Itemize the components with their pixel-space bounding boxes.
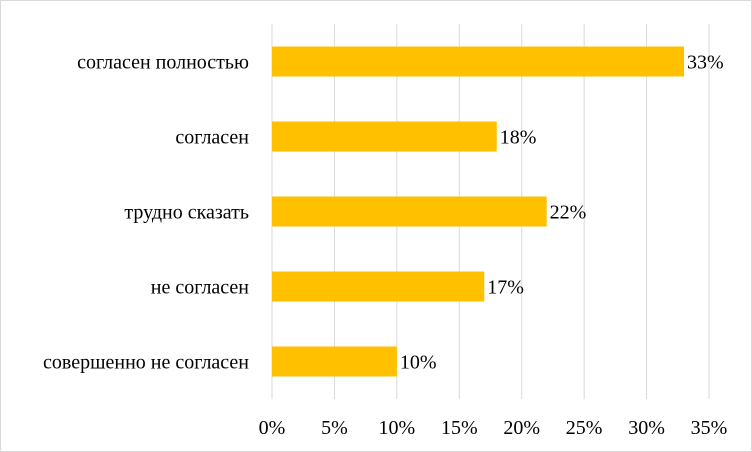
x-tick-label: 35% (691, 417, 728, 439)
x-axis-tick-labels: 0% 5% 10% 15% 20% 25% 30% 35% (259, 417, 728, 439)
bar (272, 271, 485, 302)
category-label: согласен (175, 127, 249, 149)
value-label: 22% (550, 202, 587, 224)
bars (272, 46, 685, 377)
category-label: трудно сказать (124, 202, 249, 224)
bar (272, 121, 497, 152)
x-tick-label: 15% (441, 417, 478, 439)
value-labels: 33% 18% 22% 17% 10% (400, 52, 724, 374)
x-tick-label: 0% (259, 417, 286, 439)
value-label: 17% (487, 277, 524, 299)
x-tick-label: 5% (321, 417, 348, 439)
value-label: 10% (400, 352, 437, 374)
x-tick-label: 30% (628, 417, 665, 439)
category-label: согласен полностью (77, 52, 249, 74)
bar (272, 346, 397, 377)
bar (272, 196, 547, 227)
x-tick-label: 10% (379, 417, 416, 439)
x-tick-label: 20% (503, 417, 540, 439)
value-label: 33% (687, 52, 724, 74)
bar (272, 46, 685, 77)
category-labels: согласен полностью согласен трудно сказать… (43, 52, 249, 374)
category-label: не согласен (151, 277, 250, 299)
value-label: 18% (500, 127, 537, 149)
x-tick-label: 25% (566, 417, 603, 439)
category-label: совершенно не согласен (43, 352, 249, 374)
